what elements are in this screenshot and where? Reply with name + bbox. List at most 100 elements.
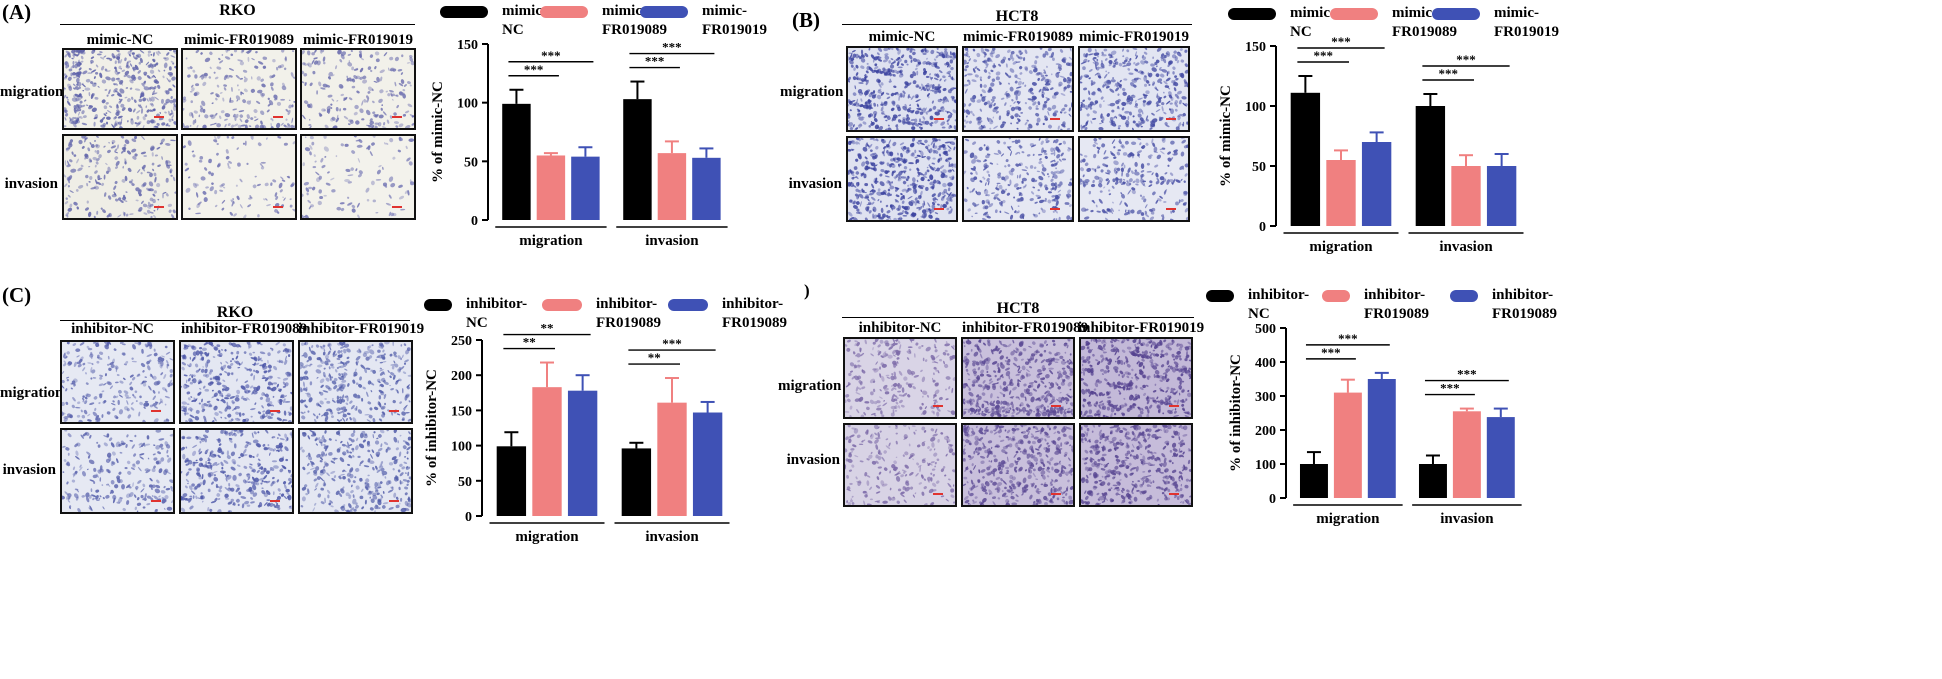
column-header: mimic-FR019089 — [963, 29, 1073, 45]
legend-swatch — [1432, 8, 1480, 20]
micrograph — [1079, 423, 1193, 507]
legend-label: mimic- FR019089 — [1392, 5, 1457, 40]
legend-swatch — [1228, 8, 1276, 20]
legend-swatch — [640, 6, 688, 18]
column-header: mimic-FR019019 — [303, 32, 413, 48]
bar-chart: 0 50 100 150 % of mimic-NC migration invasion *… — [430, 38, 728, 249]
bar — [1333, 392, 1362, 498]
cell-line-title: RKO — [219, 2, 256, 19]
micrograph — [961, 423, 1075, 507]
y-axis-label: % of inhibitor-NC — [1228, 354, 1244, 472]
y-tick-label: 100 — [457, 97, 478, 112]
legend-swatch — [668, 299, 708, 311]
column-header: inhibitor-FR019089 — [181, 321, 308, 337]
row-header: invasion — [786, 452, 840, 468]
legend-label: inhibitor- FR019089 — [1364, 287, 1429, 322]
significance-label: *** — [524, 62, 544, 77]
bar — [692, 412, 723, 516]
y-tick-label: 250 — [451, 334, 472, 349]
x-category-label: invasion — [645, 529, 699, 545]
x-category-label: invasion — [1439, 239, 1493, 255]
significance-label: ** — [648, 350, 661, 365]
x-category-label: invasion — [645, 233, 699, 249]
row-header: invasion — [4, 176, 58, 192]
significance-label: *** — [541, 48, 561, 63]
micrograph — [181, 134, 297, 220]
legend-label: mimic- NC — [502, 3, 547, 38]
y-tick-label: 200 — [1255, 424, 1276, 439]
micrograph — [60, 340, 175, 424]
significance-label: *** — [662, 336, 682, 351]
row-header: invasion — [788, 176, 842, 192]
x-category-label: invasion — [1440, 511, 1494, 527]
micrograph — [62, 134, 178, 220]
column-header: inhibitor-FR019019 — [298, 321, 425, 337]
legend-item: inhibitor- FR019089 — [668, 295, 787, 333]
significance-label: *** — [1456, 52, 1476, 67]
y-tick-label: 100 — [1255, 458, 1276, 473]
bar-chart: 0 100 200 300 400 500 % of inhibitor-NC migrati… — [1228, 322, 1522, 527]
legend-label: mimic- NC — [1290, 5, 1335, 40]
micrograph — [298, 428, 413, 514]
y-axis-label: % of inhibitor-NC — [424, 369, 440, 487]
bar — [496, 446, 527, 516]
legend-item: mimic- FR019019 — [640, 2, 767, 40]
bar — [1451, 166, 1481, 226]
y-tick-label: 50 — [1252, 160, 1266, 175]
legend-item: mimic- NC — [1228, 4, 1335, 42]
significance-label: *** — [1313, 48, 1333, 63]
legend-label: inhibitor- FR019089 — [596, 296, 661, 331]
significance-label: *** — [662, 40, 682, 55]
bar — [536, 155, 566, 220]
micrograph — [961, 337, 1075, 419]
legend-swatch — [440, 6, 488, 18]
significance-label: *** — [1440, 381, 1460, 396]
bar — [1486, 166, 1517, 226]
y-tick-label: 200 — [451, 369, 472, 384]
bar — [571, 156, 600, 220]
legend-item: inhibitor- NC — [1206, 286, 1309, 324]
bar — [1290, 92, 1321, 226]
micrograph — [179, 428, 294, 514]
legend-swatch — [1450, 290, 1478, 302]
significance-label: *** — [1331, 34, 1351, 49]
legend-item: inhibitor- FR019089 — [1322, 286, 1429, 324]
x-category-label: migration — [515, 529, 579, 545]
legend-label: inhibitor- NC — [466, 296, 528, 331]
bar — [1361, 142, 1392, 226]
column-header: inhibitor-NC — [858, 320, 942, 336]
title-rule — [842, 24, 1192, 25]
legend-label: mimic- FR019019 — [1494, 5, 1559, 40]
significance-label: *** — [1457, 367, 1477, 382]
y-tick-label: 0 — [471, 214, 478, 229]
micrograph — [846, 136, 958, 222]
bar — [1415, 106, 1446, 226]
x-category-label: migration — [1309, 239, 1373, 255]
legend-label: inhibitor- FR019089 — [722, 296, 787, 331]
row-header: migration — [0, 84, 64, 100]
row-header: migration — [780, 84, 844, 100]
legend-item: mimic- FR019089 — [540, 2, 667, 40]
bar — [1452, 411, 1481, 498]
x-category-label: migration — [519, 233, 583, 249]
y-tick-label: 50 — [464, 155, 478, 170]
row-header: migration — [0, 385, 64, 401]
y-tick-label: 100 — [1245, 100, 1266, 115]
panel-label: ) — [804, 281, 810, 300]
y-tick-label: 0 — [1269, 492, 1276, 507]
legend-label: inhibitor- NC — [1248, 287, 1310, 322]
column-header: mimic-FR019019 — [1079, 29, 1189, 45]
micrograph — [1079, 337, 1193, 419]
y-axis-label: % of mimic-NC — [430, 81, 446, 183]
y-tick-label: 150 — [457, 38, 478, 53]
title-rule — [842, 317, 1194, 318]
legend-item: mimic- FR019019 — [1432, 4, 1559, 42]
bar — [1418, 464, 1447, 498]
column-header: mimic-FR019089 — [184, 32, 294, 48]
legend-item: mimic- NC — [440, 2, 547, 40]
y-tick-label: 500 — [1255, 322, 1276, 337]
bar — [621, 448, 652, 516]
legend-label: mimic- FR019089 — [602, 3, 667, 38]
y-tick-label: 50 — [458, 475, 472, 490]
y-tick-label: 300 — [1255, 390, 1276, 405]
